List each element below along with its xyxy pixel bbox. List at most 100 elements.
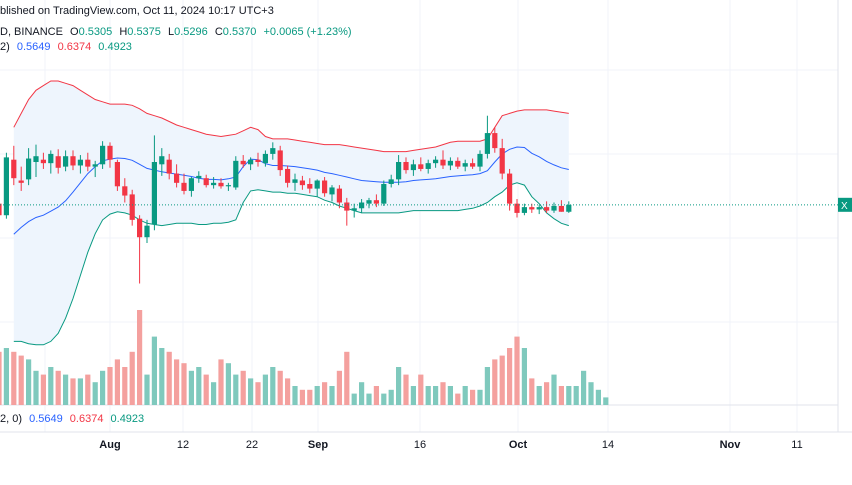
candle-body [262,153,268,164]
candle-body [18,180,24,183]
volume-bar [100,370,106,405]
candle-body [196,175,202,179]
volume-bar [26,359,32,405]
volume-bar [40,374,46,405]
bb-upper-line [13,80,569,153]
vol-b-value: 0.6374 [69,413,104,425]
candle-body [440,159,446,166]
candle-body [48,153,54,164]
candle-body [55,156,61,168]
ohlc-legend: D, BINANCE O0.5305 H0.5375 L0.5296 C0.53… [0,26,352,38]
candle-body [188,178,194,191]
candle-body [166,159,172,174]
candle-body [3,157,9,216]
volume-bar [307,389,313,405]
volume-bar [484,367,490,405]
volume-bar [285,378,291,405]
candle-body [418,164,424,169]
volume-bar [499,355,505,405]
volume-bar [255,382,261,405]
candle-body [277,150,283,171]
x-tick-label: 12 [177,439,189,451]
candle-body [536,207,542,210]
open-label: O [70,26,79,38]
volume-bar [299,389,305,405]
x-tick-label: Oct [509,439,528,451]
symbol-fragment: D, BINANCE [0,26,63,38]
volume-bar [492,359,498,405]
volume-bar [218,359,224,405]
candle-body [144,225,150,238]
candle-body [529,207,535,210]
candle-body [566,204,572,212]
candle-body [255,159,261,162]
volume-bar [551,374,557,405]
volume-bar [529,378,535,405]
candle-body [403,162,409,171]
high-value: 0.5375 [127,26,161,38]
candle-body [351,208,357,211]
volume-bar [107,367,113,405]
candle-body [544,207,550,211]
volume-bar [329,386,335,405]
candle-body [270,148,276,154]
candle-body [77,159,83,166]
x-tick-label: Sep [308,439,328,451]
candle-body [470,163,476,167]
volume-bar [144,374,150,405]
bb-legend: 2) 0.5649 0.6374 0.4923 [0,41,132,53]
volume-bar [351,393,357,405]
volume-bar [314,386,320,405]
candle-body [477,153,483,167]
candle-body [85,159,91,167]
volume-bar [536,386,542,405]
candle-body [558,205,564,212]
bb-upper-value: 0.6374 [57,41,92,53]
candle-body [174,173,180,183]
volume-bar [322,382,328,405]
volume-bar [581,370,587,405]
volume-bar [396,367,402,405]
close-value: 0.5370 [222,26,257,38]
candle-body [285,168,291,183]
volume-bar [122,367,128,405]
volume-bar [203,374,209,405]
volume-bar [270,367,276,405]
volume-bar [92,382,98,405]
candle-body [507,173,513,204]
volume-bar [48,367,54,405]
candle-body [114,162,120,187]
volume-bar [403,374,409,405]
x-tick-label: 22 [246,439,258,451]
candles [0,115,572,284]
candle-body [492,133,498,149]
bb-fill [13,81,569,345]
vol-prefix: 2, 0) [0,413,23,425]
volume-bar [77,378,83,405]
volume-bar [18,355,24,405]
candle-body [359,202,365,209]
volume-bar [410,386,416,405]
candle-body [336,188,342,203]
volume-bar [455,393,461,405]
candle-body [122,186,128,196]
candle-body [521,207,527,213]
volume-bar [595,389,601,405]
volume-bar [477,389,483,405]
volume-bar [366,393,372,405]
candle-body [410,164,416,171]
candle-body [100,145,106,165]
candle-body [484,133,490,154]
candle-body [159,156,165,165]
candle-body [433,159,439,164]
volume-bar [3,348,9,405]
candle-body [218,182,224,187]
candle-body [129,194,135,220]
candle-body [137,218,143,238]
volume-bar [262,374,268,405]
volume-bar [418,374,424,405]
candle-body [0,203,2,216]
candle-body [462,163,468,167]
volume-bar [344,351,350,405]
